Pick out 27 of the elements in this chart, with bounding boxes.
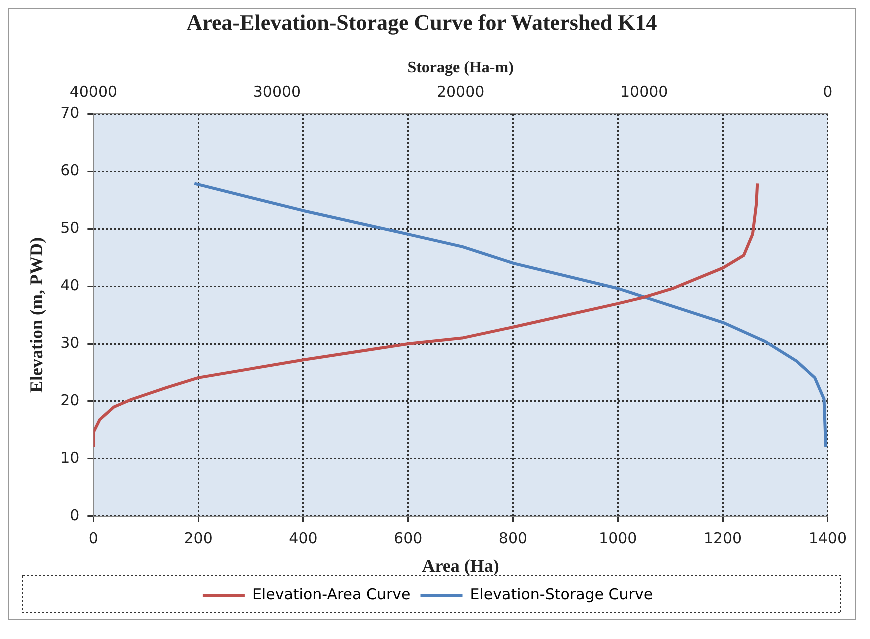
x-tick-label: 600 [394, 529, 423, 548]
x-tick-label: 400 [289, 529, 318, 548]
y-tick-label: 40 [60, 276, 80, 294]
x-tick-label: 200 [184, 529, 213, 548]
y-tick-label: 70 [60, 104, 80, 122]
x2-tick-label: 0 [823, 83, 833, 102]
y-tick-label: 20 [60, 391, 80, 410]
y-tick-label: 30 [60, 334, 80, 352]
x2-tick-label: 30000 [253, 83, 302, 102]
x-tick-label: 1400 [808, 529, 848, 548]
x2-tick-label: 20000 [436, 83, 485, 102]
y-tick-label: 50 [60, 219, 80, 238]
x-tick-label: 1000 [599, 529, 638, 548]
legend-label: Elevation-Storage Curve [470, 585, 654, 604]
x2-tick-label: 10000 [620, 83, 668, 102]
y-axis-title: Elevation (m, PWD) [26, 238, 46, 394]
x-tick-label: 0 [88, 529, 98, 548]
y-tick-label: 10 [60, 448, 80, 467]
x-tick-label: 1200 [704, 529, 742, 548]
y-tick-label: 0 [70, 506, 80, 524]
x2-tick-label: 40000 [70, 83, 118, 102]
legend-label: Elevation-Area Curve [252, 585, 411, 604]
x-axis-title: Area (Ha) [422, 556, 500, 576]
x2-axis-title: Storage (Ha-m) [408, 60, 514, 77]
x-tick-label: 800 [498, 529, 528, 548]
chart-title: Area-Elevation-Storage Curve for Watershed K14 [186, 10, 658, 37]
y-tick-label: 60 [60, 162, 80, 180]
